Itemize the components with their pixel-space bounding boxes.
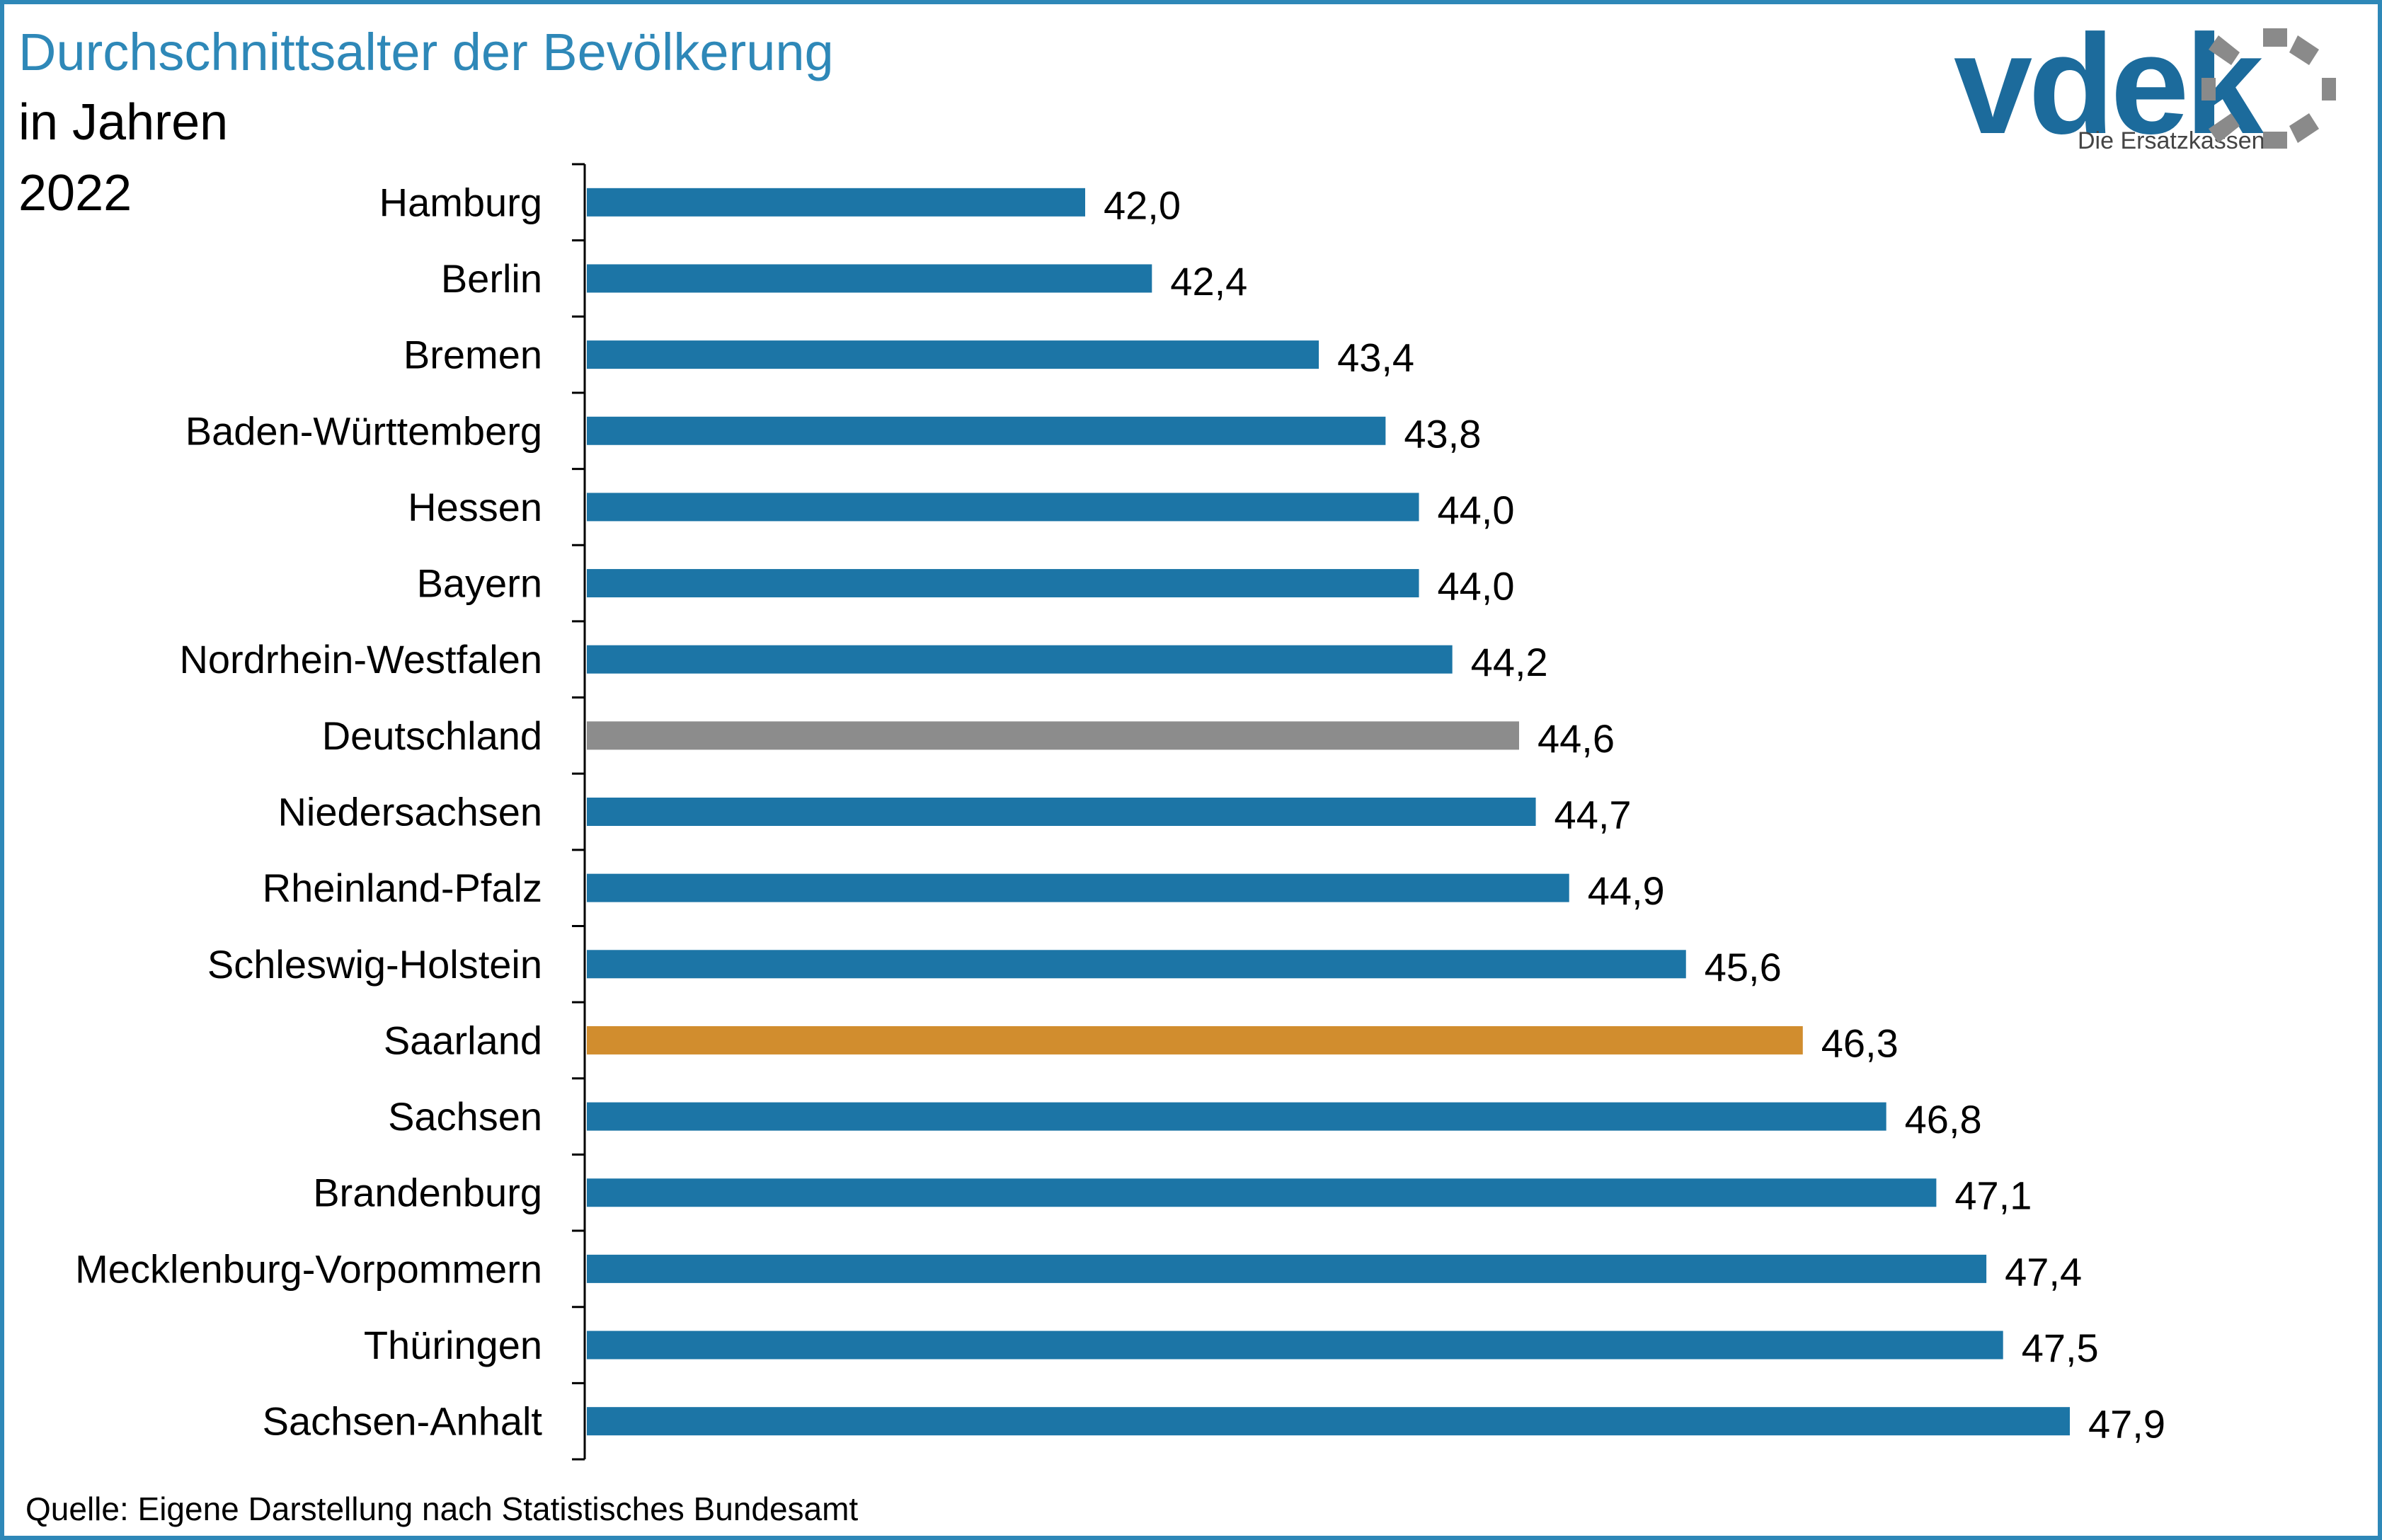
category-label: Bremen — [403, 333, 542, 377]
bar-baden-württemberg — [587, 416, 1386, 445]
value-label: 44,2 — [1471, 640, 1548, 684]
category-label: Thüringen — [364, 1323, 542, 1367]
bar-thüringen — [587, 1331, 2003, 1360]
value-label: 45,6 — [1705, 945, 1782, 989]
bar-deutschland — [587, 721, 1519, 750]
value-label: 47,5 — [2022, 1326, 2099, 1370]
value-label: 42,4 — [1170, 259, 1247, 304]
bar-brandenburg — [587, 1178, 1937, 1207]
value-label: 44,0 — [1438, 564, 1515, 609]
bar-saarland — [587, 1025, 1803, 1055]
bar-niedersachsen — [587, 798, 1536, 826]
chart-subtitle-year: 2022 — [18, 165, 132, 222]
category-label: Berlin — [441, 256, 542, 301]
value-label: 44,6 — [1538, 716, 1615, 761]
category-label: Baden-Württemberg — [185, 408, 542, 453]
category-label: Niedersachsen — [277, 790, 542, 834]
category-label: Sachsen-Anhalt — [263, 1399, 543, 1444]
category-label: Bayern — [417, 561, 542, 606]
category-label: Saarland — [384, 1018, 542, 1062]
value-label: 43,4 — [1337, 335, 1414, 380]
category-label: Hessen — [408, 485, 542, 529]
bar-sachsen-anhalt — [587, 1407, 2070, 1436]
y-axis-group — [572, 163, 586, 1461]
bar-bayern — [587, 569, 1419, 598]
value-label: 44,7 — [1554, 793, 1632, 837]
category-label: Brandenburg — [313, 1171, 542, 1215]
bars-group — [587, 188, 2070, 1436]
category-label: Deutschland — [322, 713, 542, 758]
category-label: Hamburg — [379, 180, 542, 224]
value-label: 47,1 — [1954, 1173, 2032, 1218]
value-label: 46,3 — [1821, 1021, 1899, 1065]
value-label: 42,0 — [1104, 183, 1181, 227]
value-label: 47,9 — [2088, 1402, 2165, 1447]
bar-sachsen — [587, 1102, 1886, 1131]
source-note: Quelle: Eigene Darstellung nach Statisti… — [25, 1490, 859, 1527]
value-label: 46,8 — [1905, 1097, 1982, 1142]
bar-rheinland-pfalz — [587, 873, 1569, 902]
bar-nordrhein-westfalen — [587, 645, 1453, 674]
category-label: Schleswig-Holstein — [207, 942, 542, 987]
chart-title: Durchschnittsalter der Bevölkerung — [18, 23, 834, 81]
value-label: 47,4 — [2005, 1249, 2082, 1294]
bar-bremen — [587, 340, 1319, 369]
category-label: Mecklenburg-Vorpommern — [75, 1246, 542, 1291]
category-label: Rheinland-Pfalz — [263, 866, 542, 910]
bar-berlin — [587, 264, 1152, 293]
labels-group: Hamburg 42,0 Berlin 42,4 Bremen 43,4 Baden-Wür… — [75, 180, 2165, 1446]
chart-subtitle-unit: in Jahren — [18, 94, 229, 151]
category-label: Sachsen — [388, 1094, 542, 1139]
value-label: 44,0 — [1438, 488, 1515, 532]
bar-hamburg — [587, 188, 1085, 217]
bar-mecklenburg-vorpommern — [587, 1254, 1987, 1283]
bar-hessen — [587, 493, 1419, 522]
bar-schleswig-holstein — [587, 950, 1686, 979]
value-label: 44,9 — [1588, 868, 1665, 913]
category-label: Nordrhein-Westfalen — [179, 637, 542, 682]
value-label: 43,8 — [1404, 411, 1481, 456]
